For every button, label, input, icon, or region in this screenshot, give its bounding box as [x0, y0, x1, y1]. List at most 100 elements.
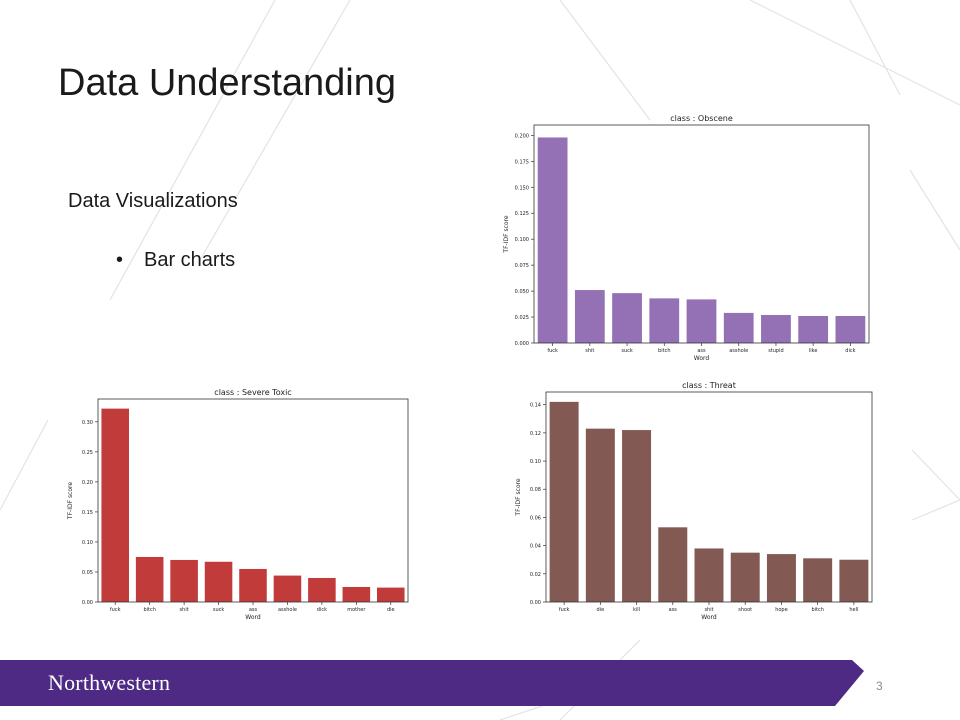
x-tick-label: asshole	[278, 607, 297, 613]
bg-line	[559, 0, 651, 121]
y-tick-label: 0.14	[530, 403, 541, 409]
x-axis-label: Word	[694, 355, 710, 362]
y-axis-label: TF-IDF score	[515, 478, 522, 516]
bg-line	[109, 0, 276, 301]
y-tick-label: 0.05	[82, 570, 93, 576]
x-tick-label: fuck	[547, 348, 558, 354]
y-tick-label: 0.000	[515, 341, 529, 347]
slide-title: Data Understanding	[58, 62, 396, 104]
bar-suck	[612, 293, 642, 343]
x-tick-label: bitch	[658, 348, 670, 354]
bar-fuck	[101, 408, 129, 602]
bar-mother	[342, 586, 371, 602]
page-number: 3	[876, 679, 883, 693]
x-tick-label: bitch	[811, 607, 823, 613]
bar-shit	[694, 548, 724, 602]
y-tick-label: 0.08	[530, 487, 541, 493]
y-tick-label: 0.20	[82, 480, 93, 486]
y-tick-label: 0.075	[515, 263, 529, 269]
x-tick-label: ass	[249, 607, 258, 613]
bar-fuck	[549, 401, 579, 602]
y-tick-label: 0.150	[515, 185, 529, 191]
y-tick-label: 0.04	[530, 544, 541, 550]
y-tick-label: 0.02	[530, 572, 541, 578]
x-tick-label: shit	[585, 348, 594, 354]
x-tick-label: dick	[317, 607, 327, 613]
y-tick-label: 0.25	[82, 450, 93, 456]
bar-die	[377, 587, 405, 602]
chart-title: class : Threat	[682, 381, 736, 390]
chart-obscene: class : Obscene 0.000 0.025 0.050 0.075 0.100…	[490, 110, 890, 365]
x-tick-label: hope	[775, 607, 787, 613]
x-tick-label: suck	[621, 348, 633, 354]
bar-stupid	[761, 314, 791, 343]
chart-threat: class : Threat 0.00 0.02 0.04 0.06 0.08 0.10 0.…	[505, 380, 890, 621]
bullet-text: Bar charts	[144, 249, 236, 271]
bg-line	[0, 419, 49, 511]
bar-asshole	[273, 575, 302, 602]
x-tick-label: shit	[704, 607, 713, 613]
bg-line	[749, 0, 960, 106]
bar-ass	[658, 527, 688, 602]
bar-kill	[622, 430, 652, 602]
bar-suck	[204, 561, 233, 602]
y-tick-label: 0.175	[515, 159, 529, 165]
chart-severe-toxic-svg: class : Severe Toxic 0.00 0.05 0.10 0.15 0.20…	[67, 388, 409, 621]
y-tick-label: 0.050	[515, 289, 529, 295]
x-tick-label: bitch	[143, 607, 155, 613]
y-tick-label: 0.12	[530, 431, 541, 437]
bar-ass	[686, 299, 717, 343]
bar-fuck	[537, 137, 568, 343]
x-axis-label: Word	[701, 614, 717, 621]
bar-shit	[170, 559, 198, 602]
x-tick-label: die	[387, 607, 395, 613]
chart-title: class : Severe Toxic	[214, 388, 291, 397]
y-tick-label: 0.06	[530, 515, 541, 521]
bar-hell	[839, 559, 869, 602]
x-tick-label: shit	[180, 607, 189, 613]
y-tick-label: 0.10	[82, 540, 93, 546]
y-tick-label: 0.100	[515, 237, 529, 243]
x-tick-label: kill	[633, 607, 640, 613]
x-tick-label: dick	[845, 348, 855, 354]
bar-bitch	[803, 558, 833, 602]
x-tick-label: ass	[669, 607, 678, 613]
bg-line	[909, 169, 960, 251]
y-axis-label: TF-IDF score	[67, 482, 74, 520]
bar-hope	[766, 554, 796, 602]
chart-severe-toxic: class : Severe Toxic 0.00 0.05 0.10 0.15 0.20…	[60, 385, 430, 621]
bar-ass	[239, 568, 267, 602]
y-tick-label: 0.00	[530, 600, 541, 606]
x-tick-label: asshole	[729, 348, 748, 354]
bar-dick	[835, 316, 866, 343]
section-subheading: Data Visualizations	[68, 190, 238, 212]
y-tick-label: 0.15	[82, 510, 93, 516]
x-tick-label: ass	[697, 348, 706, 354]
x-tick-label: fuck	[110, 607, 121, 613]
y-tick-label: 0.125	[515, 211, 529, 217]
footer-band	[0, 660, 864, 706]
y-axis-label: TF-IDF score	[503, 215, 510, 253]
bar-dick	[308, 577, 336, 602]
footer-band-shape	[0, 660, 864, 706]
chart-obscene-svg: class : Obscene 0.000 0.025 0.050 0.075 0.100…	[503, 114, 870, 362]
x-tick-label: mother	[347, 607, 366, 613]
bar-bitch	[649, 298, 680, 343]
bar-shit	[574, 290, 605, 343]
y-tick-label: 0.10	[530, 459, 541, 465]
bar-shoot	[730, 552, 760, 602]
chart-title: class : Obscene	[670, 114, 733, 123]
brand-logo-text: Northwestern	[48, 670, 171, 695]
bar-asshole	[723, 312, 754, 343]
x-tick-label: fuck	[559, 607, 570, 613]
bar-die	[585, 428, 615, 602]
y-tick-label: 0.200	[515, 133, 529, 139]
bg-line	[199, 0, 351, 261]
bg-line	[849, 0, 901, 96]
x-tick-label: shoot	[738, 607, 752, 613]
x-tick-label: stupid	[768, 348, 783, 354]
y-tick-label: 0.30	[82, 420, 93, 426]
bar-bitch	[135, 556, 164, 602]
y-tick-label: 0.025	[515, 315, 529, 321]
